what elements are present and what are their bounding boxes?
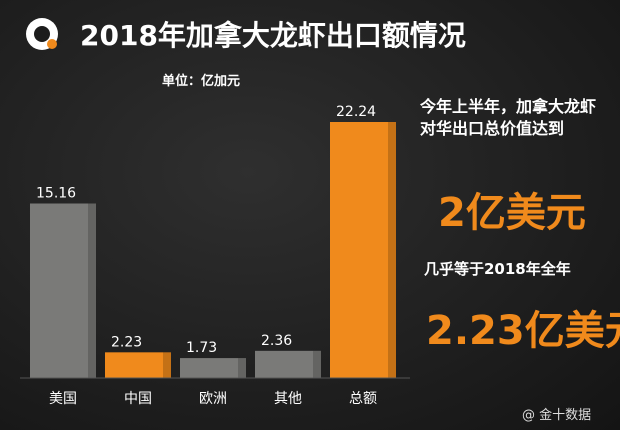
bar-shade bbox=[388, 122, 396, 378]
value-label: 2.23 bbox=[111, 334, 142, 350]
bar-chart: 15.16 美国 2.23 中国 1.73 欧洲 2.36 其他 22.24 总额 bbox=[20, 104, 410, 407]
bar-shade bbox=[238, 358, 246, 378]
bar-shade bbox=[88, 203, 96, 378]
logo bbox=[26, 18, 58, 50]
x-tick-label: 总额 bbox=[349, 391, 377, 407]
highlight-figure: 2.23亿美元 bbox=[426, 308, 620, 354]
annotation: 几乎等于2018年全年 bbox=[424, 260, 571, 278]
value-label: 15.16 bbox=[36, 185, 76, 201]
annotation: 今年上半年，加拿大龙虾对华出口总价值达到 bbox=[420, 97, 597, 138]
bar bbox=[180, 358, 246, 378]
logo-hole bbox=[34, 26, 50, 42]
highlight-figure: 2亿美元 bbox=[438, 190, 586, 236]
unit-label: 单位：亿加元 bbox=[162, 74, 241, 89]
bar-shade bbox=[163, 352, 171, 378]
bar bbox=[255, 350, 321, 378]
logo-dot bbox=[47, 39, 57, 49]
chart-title: 2018年加拿大龙虾出口额情况 bbox=[80, 19, 466, 52]
x-tick-label: 欧洲 bbox=[199, 391, 227, 407]
x-tick-label: 其他 bbox=[274, 391, 302, 407]
bar bbox=[30, 203, 96, 378]
value-label: 22.24 bbox=[336, 104, 376, 120]
value-label: 1.73 bbox=[186, 340, 217, 356]
x-tick-label: 美国 bbox=[49, 391, 77, 407]
bar-shade bbox=[313, 350, 321, 378]
value-label: 2.36 bbox=[261, 333, 292, 349]
source: @ 金十数据 bbox=[522, 408, 592, 423]
bar bbox=[105, 352, 171, 378]
x-tick-label: 中国 bbox=[124, 391, 152, 407]
bar bbox=[330, 122, 396, 378]
